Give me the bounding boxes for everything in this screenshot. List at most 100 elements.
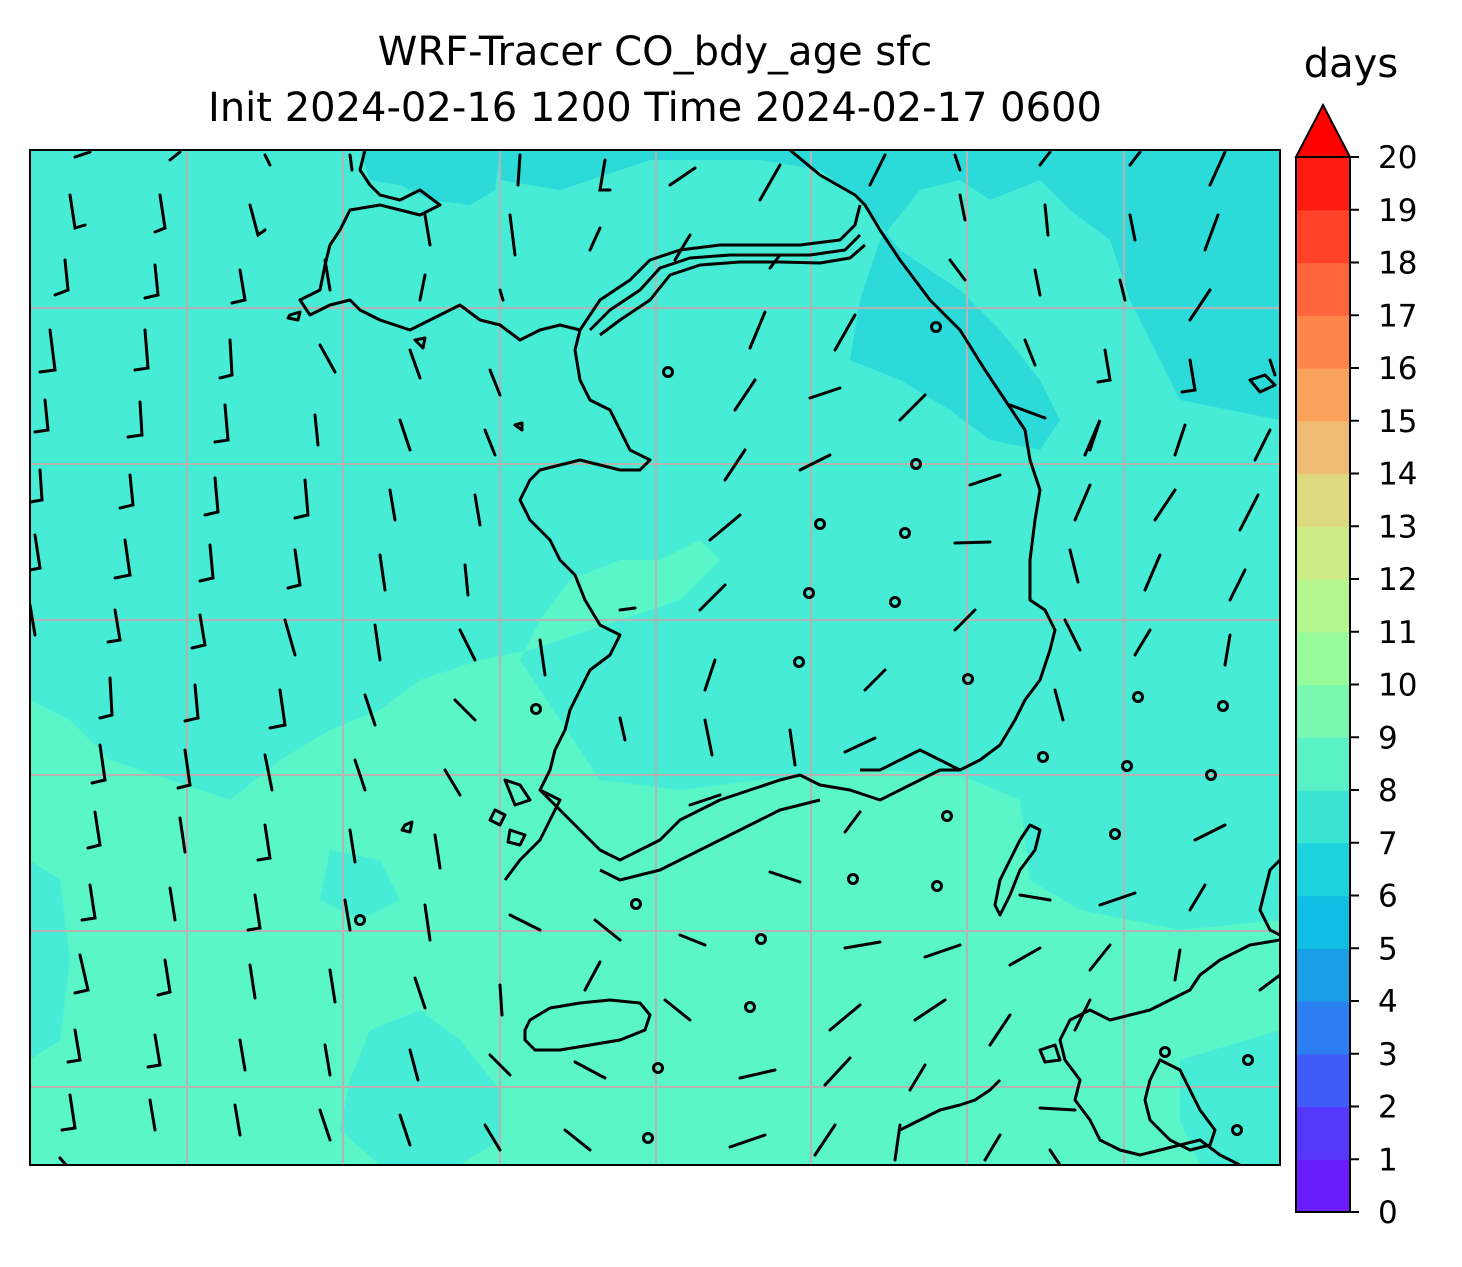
wind-barb bbox=[168, 150, 182, 162]
wind-barb bbox=[98, 676, 114, 720]
coastline-west-peninsula bbox=[503, 329, 652, 881]
coastline-small-islands-2 bbox=[286, 310, 524, 834]
wind-barb bbox=[723, 448, 747, 482]
wind-barb bbox=[983, 1133, 1002, 1162]
wind-barb bbox=[213, 403, 230, 444]
colorbar-segment bbox=[1296, 1106, 1350, 1160]
wind-barb bbox=[378, 553, 387, 592]
wind-barb bbox=[1203, 213, 1220, 252]
wind-barb bbox=[758, 163, 782, 202]
wind-barb bbox=[58, 1156, 68, 1165]
calm-marker bbox=[755, 933, 767, 945]
wind-barb bbox=[126, 400, 144, 439]
wind-barb bbox=[1008, 403, 1047, 420]
wind-barb bbox=[80, 883, 97, 922]
calm-marker bbox=[1217, 700, 1229, 712]
wind-barb bbox=[483, 428, 497, 457]
wind-barb bbox=[408, 1048, 420, 1082]
field-region-7-8-pocket-4 bbox=[320, 850, 400, 920]
colorbar-segment bbox=[1296, 631, 1350, 686]
colorbar-segment bbox=[1296, 157, 1350, 211]
wind-barb bbox=[256, 823, 272, 862]
wind-barb bbox=[353, 758, 367, 792]
calm-marker bbox=[793, 656, 805, 668]
wind-barb bbox=[1208, 150, 1227, 187]
wind-barb bbox=[398, 1113, 412, 1147]
calm-marker bbox=[1231, 1124, 1243, 1136]
wind-barb bbox=[488, 368, 502, 397]
wind-barb bbox=[703, 718, 714, 757]
wind-barb bbox=[1253, 428, 1272, 462]
wind-barb bbox=[68, 193, 87, 230]
wind-barb bbox=[343, 898, 352, 932]
wind-barb bbox=[728, 1133, 767, 1149]
wind-barb bbox=[398, 418, 412, 452]
wind-barb bbox=[498, 983, 504, 1017]
wind-barb bbox=[516, 153, 522, 187]
wind-barb bbox=[423, 213, 432, 247]
wind-barb bbox=[246, 893, 262, 932]
wind-barb bbox=[1258, 973, 1280, 992]
wind-barb bbox=[953, 153, 962, 172]
wind-barb bbox=[893, 1123, 902, 1162]
wind-barb bbox=[583, 960, 602, 992]
colorbar-tick-label: 7 bbox=[1378, 826, 1398, 862]
wind-barb bbox=[73, 953, 90, 995]
wind-barb bbox=[1188, 883, 1207, 912]
wind-barb bbox=[408, 348, 422, 380]
wind-barb bbox=[413, 976, 427, 1010]
calm-marker bbox=[889, 596, 901, 608]
colorbar-tick-label: 11 bbox=[1378, 615, 1417, 651]
wind-barb bbox=[913, 998, 947, 1022]
colorbar-tick-label: 3 bbox=[1378, 1037, 1398, 1073]
wind-barb bbox=[483, 1123, 502, 1152]
calm-marker bbox=[1242, 1054, 1254, 1066]
wind-barb bbox=[238, 1038, 247, 1072]
wind-barb bbox=[183, 683, 200, 723]
coastline-northeast bbox=[789, 150, 1057, 772]
wind-barb bbox=[863, 668, 887, 692]
colorbar-segment bbox=[1296, 420, 1350, 475]
wind-barb bbox=[598, 158, 612, 192]
wind-barb bbox=[1018, 893, 1052, 902]
wind-barb bbox=[156, 958, 172, 997]
wind-barb bbox=[843, 940, 882, 950]
wind-barb bbox=[143, 263, 160, 300]
coastline-small-islands-3 bbox=[1038, 373, 1277, 1064]
wind-barb bbox=[923, 943, 962, 959]
colorbar-segment bbox=[1296, 1159, 1350, 1213]
wind-barb bbox=[30, 533, 42, 572]
calm-marker bbox=[1109, 828, 1121, 840]
wind-barb bbox=[898, 393, 927, 422]
wind-barb bbox=[708, 513, 742, 542]
wind-barb bbox=[988, 1013, 1012, 1047]
wind-barb bbox=[230, 268, 247, 305]
calm-marker bbox=[1205, 769, 1217, 781]
wind-barb bbox=[433, 833, 442, 870]
wind-barb bbox=[1033, 268, 1042, 297]
calm-marker bbox=[1037, 751, 1049, 763]
colorbar-segment bbox=[1296, 1053, 1350, 1108]
wind-barb bbox=[388, 488, 397, 522]
wind-barb bbox=[908, 1063, 927, 1092]
wind-barb bbox=[268, 688, 287, 730]
wind-barb bbox=[588, 226, 602, 252]
wind-barb bbox=[488, 1053, 512, 1077]
colorbar-tick-label: 13 bbox=[1378, 509, 1417, 545]
gridlines bbox=[30, 150, 1280, 1165]
wind-barb bbox=[283, 618, 297, 657]
wind-barb bbox=[1173, 948, 1182, 982]
wind-barb bbox=[733, 378, 757, 412]
wind-barb bbox=[1143, 553, 1162, 592]
wind-barb bbox=[178, 816, 187, 854]
coastline-bay-channel-2 bbox=[588, 233, 862, 332]
wind-barb bbox=[663, 998, 692, 1022]
wind-barb bbox=[323, 1043, 332, 1077]
wind-barb bbox=[286, 548, 302, 590]
colorbar-tick-label: 17 bbox=[1378, 298, 1417, 334]
colorbar-tick-label: 15 bbox=[1378, 404, 1417, 440]
wind-barb bbox=[1173, 423, 1187, 457]
wind-barb bbox=[1083, 419, 1102, 457]
colorbar-tick-label: 12 bbox=[1378, 562, 1417, 598]
wind-barb bbox=[86, 810, 102, 850]
